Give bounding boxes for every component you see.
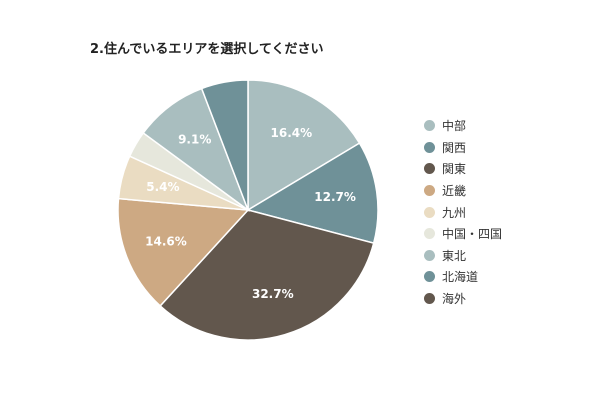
legend-item-4: 近畿 bbox=[424, 180, 502, 202]
legend-swatch-7 bbox=[424, 249, 435, 261]
legend: 中部関西関東近畿九州中国・四国東北北海道海外 bbox=[424, 115, 502, 309]
pie-slice-8 bbox=[200, 79, 249, 211]
legend-label-7: 東北 bbox=[442, 248, 467, 263]
legend-swatch-8 bbox=[424, 271, 435, 283]
legend-swatch-4 bbox=[424, 185, 435, 197]
legend-label-4: 近畿 bbox=[442, 184, 467, 199]
legend-item-6: 中国・四国 bbox=[424, 223, 502, 245]
legend-label-2: 関西 bbox=[442, 140, 467, 155]
legend-label-8: 北海道 bbox=[442, 270, 479, 285]
pie-slice-4 bbox=[117, 197, 250, 307]
legend-swatch-1 bbox=[424, 120, 435, 132]
slice-label-7: 9.1% bbox=[178, 132, 211, 146]
slice-label-1: 16.4% bbox=[271, 126, 313, 140]
slice-label-5: 5.4% bbox=[146, 180, 179, 194]
legend-swatch-2 bbox=[424, 141, 435, 153]
legend-item-7: 東北 bbox=[424, 245, 502, 267]
legend-label-3: 関東 bbox=[442, 162, 467, 177]
legend-label-9: 海外 bbox=[442, 292, 467, 307]
pie-slice-3 bbox=[159, 209, 375, 341]
pie-slice-1 bbox=[247, 79, 361, 212]
legend-item-1: 中部 bbox=[424, 115, 502, 137]
legend-label-5: 九州 bbox=[442, 205, 467, 220]
legend-swatch-9 bbox=[424, 293, 435, 305]
legend-label-1: 中部 bbox=[442, 119, 467, 134]
slice-label-4: 14.6% bbox=[145, 234, 187, 248]
legend-label-6: 中国・四国 bbox=[442, 227, 503, 242]
pie-labels: 16.4% 12.7% 32.7% 14.6% 5.4% 9.1% bbox=[145, 126, 356, 301]
legend-item-2: 関西 bbox=[424, 137, 502, 159]
pie-slices bbox=[117, 79, 379, 341]
legend-swatch-3 bbox=[424, 163, 435, 175]
legend-item-5: 九州 bbox=[424, 201, 502, 223]
chart-title: 2.住んでいるエリアを選択してください bbox=[90, 42, 324, 57]
legend-item-8: 北海道 bbox=[424, 266, 502, 288]
legend-item-9: 海外 bbox=[424, 288, 502, 310]
legend-item-3: 関東 bbox=[424, 158, 502, 180]
slice-label-3: 32.7% bbox=[252, 287, 294, 301]
slice-label-2: 12.7% bbox=[314, 190, 356, 204]
legend-swatch-5 bbox=[424, 206, 435, 218]
legend-swatch-6 bbox=[424, 228, 435, 240]
